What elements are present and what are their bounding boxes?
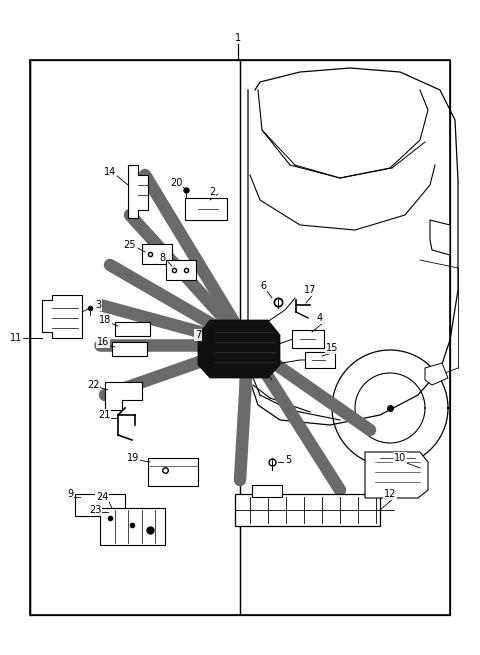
Text: 7: 7 <box>195 330 201 340</box>
Text: 8: 8 <box>159 253 165 263</box>
Bar <box>30 60 450 615</box>
Polygon shape <box>100 508 165 545</box>
Text: 11: 11 <box>10 333 22 343</box>
Bar <box>185 198 227 220</box>
Text: 9: 9 <box>67 489 73 499</box>
Bar <box>142 244 172 264</box>
Text: 4: 4 <box>317 313 323 323</box>
Text: 12: 12 <box>384 489 396 499</box>
Bar <box>235 494 380 526</box>
Text: 3: 3 <box>95 300 101 310</box>
Bar <box>292 330 324 348</box>
Polygon shape <box>365 452 428 498</box>
Text: 23: 23 <box>89 505 101 515</box>
Text: 17: 17 <box>304 285 316 295</box>
Text: 24: 24 <box>96 492 108 502</box>
Text: 18: 18 <box>99 315 111 325</box>
Text: 10: 10 <box>394 453 406 463</box>
Text: 5: 5 <box>285 455 291 465</box>
Bar <box>75 494 125 516</box>
Bar <box>112 342 147 356</box>
Bar <box>240 60 450 615</box>
Text: 15: 15 <box>326 343 338 353</box>
Text: 19: 19 <box>127 453 139 463</box>
Polygon shape <box>430 220 450 255</box>
Text: 25: 25 <box>124 240 136 250</box>
Text: 6: 6 <box>260 281 266 291</box>
Bar <box>166 260 196 280</box>
Text: 2: 2 <box>209 187 215 197</box>
Text: 21: 21 <box>98 410 110 420</box>
Polygon shape <box>425 363 448 385</box>
Text: 16: 16 <box>97 337 109 347</box>
Bar <box>305 352 335 368</box>
Polygon shape <box>42 295 82 338</box>
Bar <box>148 458 198 486</box>
Polygon shape <box>198 320 280 378</box>
Text: 22: 22 <box>87 380 99 390</box>
Polygon shape <box>128 165 148 218</box>
Bar <box>252 485 282 497</box>
Text: 1: 1 <box>235 33 241 43</box>
Text: 20: 20 <box>170 178 182 188</box>
Bar <box>30 60 240 615</box>
Bar <box>115 322 150 336</box>
Polygon shape <box>105 382 142 410</box>
Text: 14: 14 <box>104 167 116 177</box>
